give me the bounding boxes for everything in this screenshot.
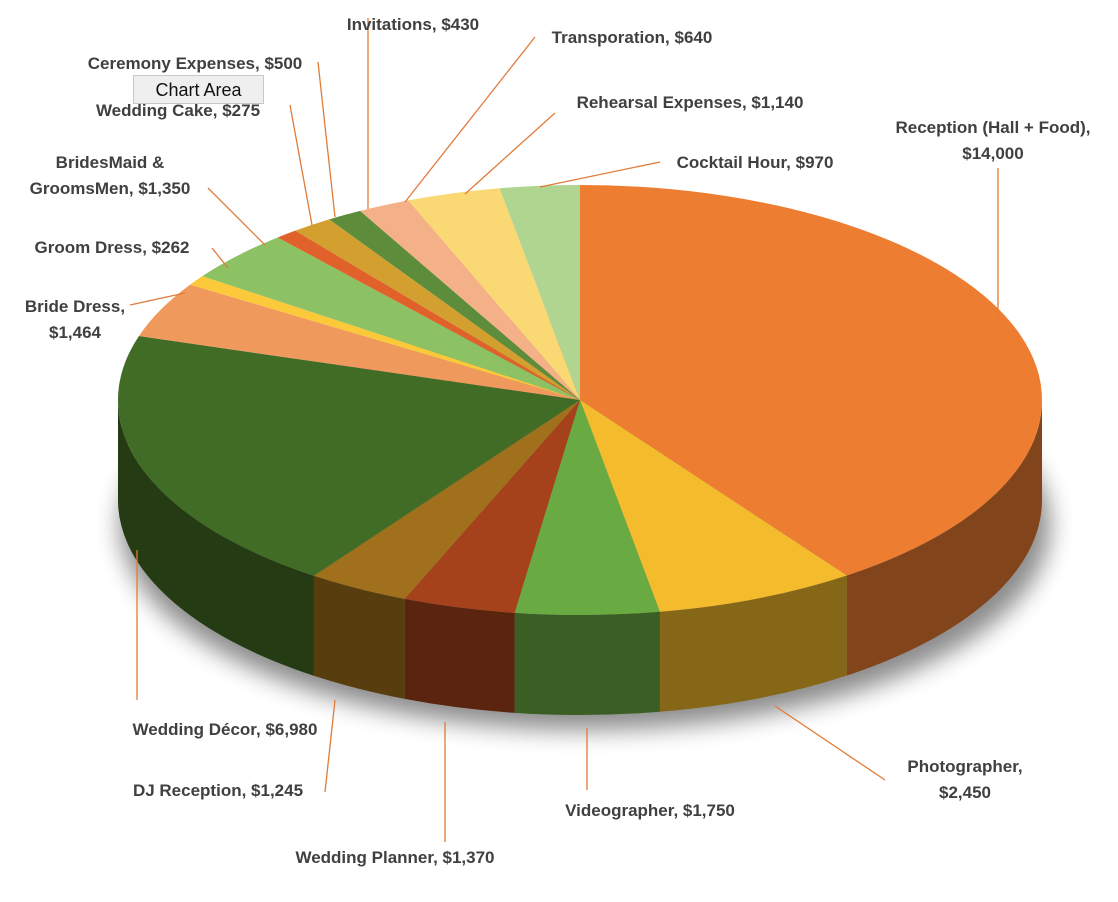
slice	[360, 200, 580, 400]
leader-line	[774, 705, 886, 781]
data-label: Rehearsal Expenses, $1,140	[555, 90, 825, 116]
label-separator: ,	[786, 153, 796, 172]
leader-line	[129, 292, 186, 306]
label-category: Ceremony Expenses	[87, 54, 255, 73]
label-value: $275	[222, 101, 261, 120]
label-category: Invitations	[346, 15, 432, 34]
data-label: Bride Dress, $1,464	[10, 294, 140, 346]
label-separator: ,	[212, 101, 223, 120]
label-category: Transporation	[551, 28, 666, 47]
label-value: $1,370	[442, 848, 495, 867]
label-separator: ,	[433, 848, 443, 867]
label-category: Wedding Planner	[295, 848, 434, 867]
data-label: Transporation, $640	[532, 25, 732, 51]
slice-side	[846, 400, 1042, 676]
label-value: $6,980	[265, 720, 318, 739]
data-label: Cocktail Hour, $970	[655, 150, 855, 176]
slice	[190, 276, 580, 400]
label-value: $970	[795, 153, 834, 172]
label-separator: ,	[128, 179, 139, 198]
label-value: $1,245	[251, 781, 304, 800]
label-category: Cocktail Hour	[676, 153, 787, 172]
label-separator: ,	[142, 238, 152, 257]
label-value: $1,350	[138, 179, 191, 198]
slice-side	[659, 575, 847, 712]
label-value: $430	[441, 15, 480, 34]
slice-side	[514, 611, 660, 715]
data-label: BridesMaid & GroomsMen, $1,350	[20, 150, 200, 202]
slice	[499, 185, 580, 400]
leader-line	[464, 112, 556, 195]
data-label: Invitations, $430	[323, 12, 503, 38]
leader-line	[317, 61, 336, 218]
label-category: DJ Reception	[132, 781, 242, 800]
data-label: DJ Reception, $1,245	[103, 778, 333, 804]
label-separator: ,	[255, 720, 266, 739]
label-category: Rehearsal Expenses	[576, 93, 742, 112]
data-label: Wedding Cake, $275	[58, 98, 298, 124]
slice	[277, 230, 580, 400]
label-value: $1,464	[49, 323, 101, 342]
slice	[404, 400, 580, 613]
leader-line	[324, 699, 336, 793]
label-value: $2,450	[939, 783, 991, 802]
data-label: Videographer, $1,750	[520, 798, 780, 824]
slice-side	[118, 400, 314, 676]
label-separator: ,	[665, 28, 675, 47]
slice	[313, 400, 580, 599]
data-label: Ceremony Expenses, $500	[65, 51, 325, 77]
label-category: Videographer	[565, 801, 674, 820]
label-separator: ,	[254, 54, 265, 73]
slice	[580, 185, 1043, 576]
data-label: Reception (Hall + Food), $14,000	[873, 115, 1113, 167]
slice	[117, 335, 580, 576]
slice	[408, 188, 580, 400]
label-category: Bride Dress	[24, 297, 121, 316]
leader-line	[207, 187, 266, 246]
label-category: Groom Dress	[34, 238, 143, 257]
label-category: BridesMaid & GroomsMen	[29, 153, 165, 198]
slice	[514, 400, 660, 615]
label-category: Photographer	[907, 757, 1018, 776]
data-label: Groom Dress, $262	[7, 235, 217, 261]
label-separator: ,	[241, 781, 252, 800]
slice	[329, 210, 580, 400]
label-category: Reception (Hall + Food)	[895, 118, 1086, 137]
label-separator: ,	[120, 297, 126, 316]
slice-side	[404, 598, 515, 713]
label-category: Wedding Cake	[95, 101, 213, 120]
data-label: Wedding Planner, $1,370	[265, 845, 525, 871]
label-category: Wedding Décor	[132, 720, 256, 739]
leader-line	[211, 247, 229, 269]
slice	[138, 284, 580, 400]
label-separator: ,	[673, 801, 683, 820]
leader-line	[404, 36, 536, 203]
slice	[202, 237, 580, 400]
data-label: Wedding Décor, $6,980	[105, 717, 345, 743]
label-value: $14,000	[962, 144, 1024, 163]
label-value: $262	[151, 238, 190, 257]
slice-side	[313, 575, 405, 699]
slice	[580, 400, 847, 612]
label-separator: ,	[1017, 757, 1023, 776]
label-value: $1,750	[682, 801, 735, 820]
label-value: $1,140	[751, 93, 804, 112]
leader-line	[539, 161, 661, 188]
slice	[295, 219, 580, 400]
label-separator: ,	[431, 15, 442, 34]
leader-line	[289, 104, 313, 226]
label-separator: ,	[741, 93, 752, 112]
label-value: $640	[674, 28, 713, 47]
tooltip: Chart Area	[133, 75, 264, 104]
label-separator: ,	[1085, 118, 1091, 137]
data-label: Photographer, $2,450	[895, 754, 1035, 806]
label-value: $500	[264, 54, 303, 73]
